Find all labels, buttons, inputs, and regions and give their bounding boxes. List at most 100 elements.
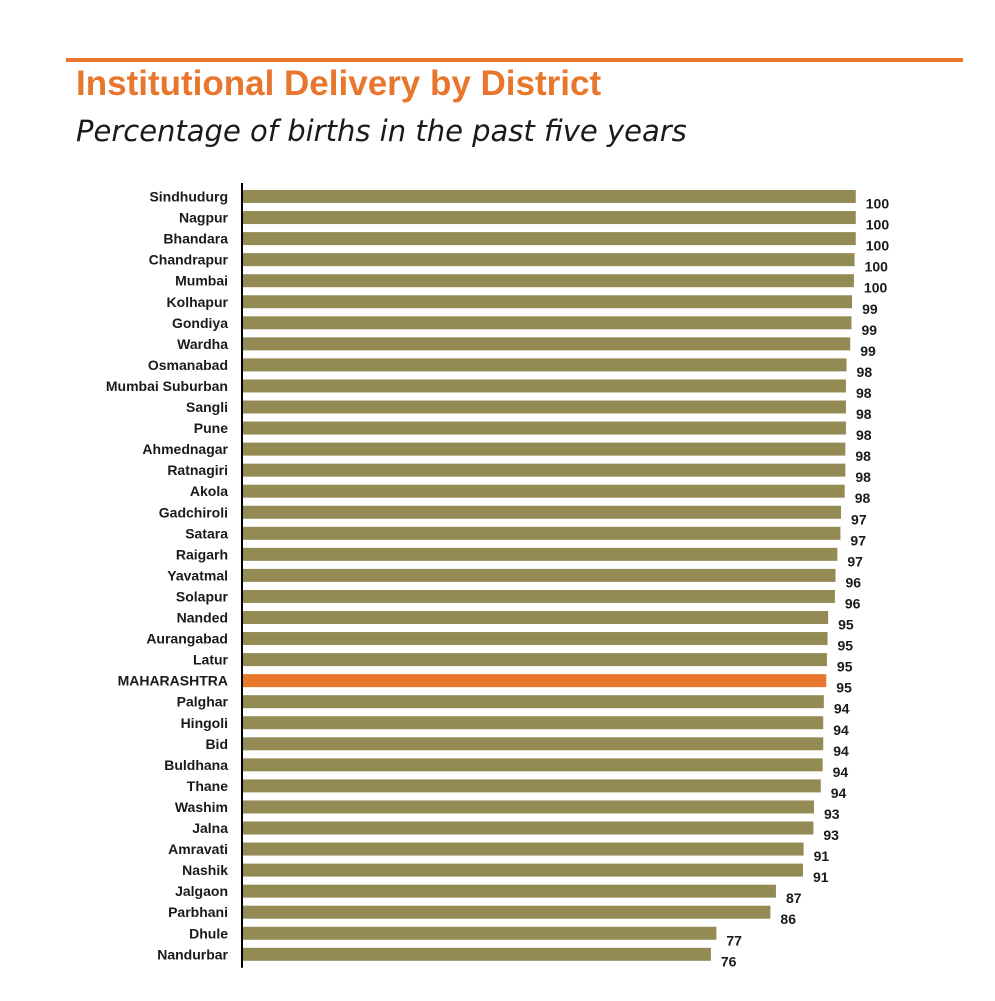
chart-title: Institutional Delivery by District [76, 64, 602, 103]
category-label: Kolhapur [167, 294, 229, 310]
data-label: 91 [813, 869, 829, 885]
data-label: 96 [846, 574, 862, 590]
category-label: Parbhani [168, 904, 228, 920]
category-label: Mumbai Suburban [106, 378, 228, 394]
category-label: Pune [194, 420, 228, 436]
category-label: Nagpur [179, 210, 229, 226]
title-rule [66, 58, 963, 62]
bar [243, 232, 856, 246]
bar [243, 842, 804, 856]
bar [243, 653, 827, 667]
category-label: Nandurbar [157, 946, 228, 962]
bar [243, 926, 717, 940]
category-label: MAHARASHTRA [118, 673, 228, 689]
data-label: 98 [857, 364, 873, 380]
bar [243, 337, 851, 351]
category-label: Chandrapur [149, 252, 229, 268]
bar [243, 674, 827, 688]
category-label: Washim [175, 799, 228, 815]
data-label: 97 [847, 553, 863, 569]
bar [243, 905, 771, 919]
category-label: Jalgaon [175, 883, 228, 899]
data-label: 87 [786, 890, 802, 906]
data-label: 93 [824, 806, 840, 822]
data-label: 100 [864, 280, 888, 296]
data-label: 98 [856, 385, 872, 401]
data-label: 99 [862, 301, 878, 317]
category-label: Nanded [177, 610, 228, 626]
data-label: 98 [855, 448, 871, 464]
data-label: 94 [833, 722, 849, 738]
data-label: 98 [855, 469, 871, 485]
category-label: Latur [193, 652, 229, 668]
data-label: 99 [860, 343, 876, 359]
data-label: 96 [845, 595, 861, 611]
bar [243, 253, 855, 267]
bar [243, 611, 829, 624]
category-label: Gondiya [172, 315, 228, 331]
category-label: Wardha [177, 336, 228, 352]
category-label: Bhandara [163, 231, 228, 247]
bar [243, 484, 845, 498]
data-label: 93 [823, 827, 839, 843]
data-label: 91 [814, 848, 830, 864]
bar [243, 211, 856, 225]
category-label: Hingoli [181, 715, 228, 731]
data-label: 95 [838, 638, 854, 654]
bar [243, 758, 823, 772]
category-label: Ratnagiri [167, 462, 228, 478]
bar-chart: Sindhudurg 100 Nagpur 100 Bhandara 100 Chandra… [106, 183, 890, 969]
bar [243, 358, 847, 372]
category-label: Palghar [177, 694, 229, 710]
data-label: 95 [838, 617, 854, 633]
category-label: Yavatmal [167, 567, 228, 583]
bar [243, 779, 821, 793]
bar [243, 821, 814, 835]
category-label: Ahmednagar [142, 441, 228, 457]
bar [243, 463, 846, 477]
bar [243, 295, 853, 309]
category-label: Solapur [176, 588, 229, 604]
bar [243, 716, 824, 730]
data-label: 99 [861, 322, 877, 338]
bar [243, 274, 854, 288]
data-label: 94 [833, 764, 849, 780]
bar [243, 947, 711, 961]
data-label: 76 [721, 953, 737, 969]
category-label: Aurangabad [146, 631, 228, 647]
category-label: Osmanabad [148, 357, 228, 373]
data-label: 100 [865, 259, 889, 275]
bar [243, 800, 815, 814]
data-label: 95 [836, 680, 852, 696]
bar [243, 884, 776, 898]
category-label: Jalna [192, 820, 228, 836]
bar [243, 379, 846, 393]
category-label: Mumbai [175, 273, 228, 289]
bar [243, 190, 856, 203]
bar [243, 421, 846, 435]
data-label: 95 [837, 659, 853, 675]
data-label: 100 [866, 238, 890, 254]
data-label: 98 [856, 406, 872, 422]
data-label: 86 [780, 911, 796, 927]
category-label: Sindhudurg [149, 189, 228, 205]
category-label: Thane [187, 778, 228, 794]
data-label: 98 [855, 490, 871, 506]
category-label: Sangli [186, 399, 228, 415]
category-label: Raigarh [176, 546, 228, 562]
bar [243, 695, 824, 709]
category-label: Nashik [182, 862, 228, 878]
data-label: 98 [856, 427, 872, 443]
data-label: 94 [831, 785, 847, 801]
chart-subtitle: Percentage of births in the past five ye… [76, 114, 687, 148]
bar [243, 547, 838, 561]
category-label: Gadchiroli [159, 504, 228, 520]
data-label: 94 [834, 701, 850, 717]
category-label: Satara [185, 525, 228, 541]
bar [243, 632, 828, 646]
bar [243, 316, 852, 330]
category-label: Akola [190, 483, 228, 499]
bar [243, 526, 841, 540]
bar [243, 400, 846, 414]
data-label: 100 [866, 196, 890, 212]
